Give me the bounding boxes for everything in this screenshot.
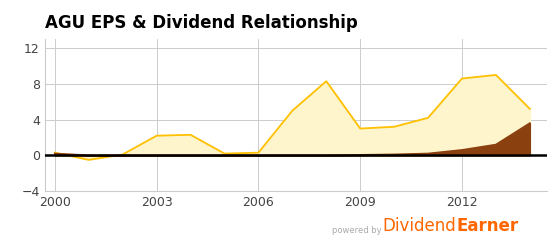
Text: Dividend: Dividend [382,217,456,235]
Text: Earner: Earner [456,217,518,235]
Text: powered by: powered by [332,226,382,235]
Text: AGU EPS & Dividend Relationship: AGU EPS & Dividend Relationship [45,14,357,32]
